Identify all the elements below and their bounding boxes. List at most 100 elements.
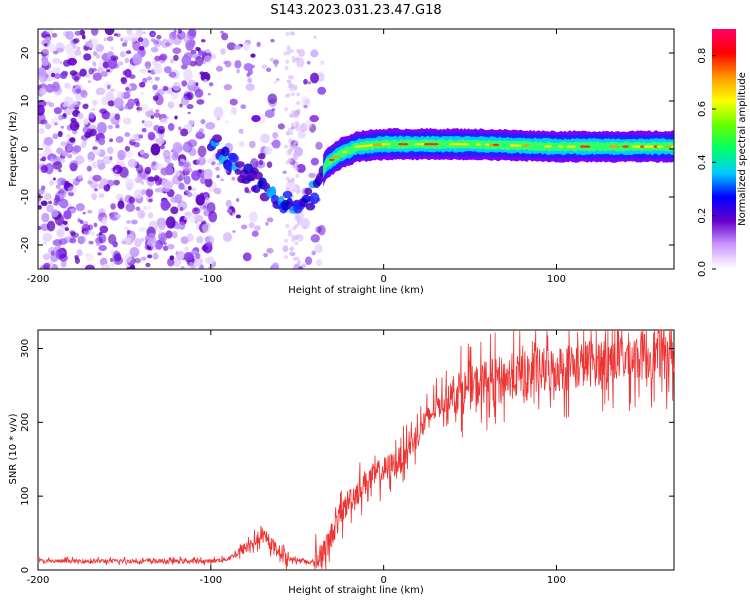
noise-speck	[133, 142, 140, 148]
noise-speck	[137, 209, 146, 219]
noise-speck	[171, 152, 179, 161]
ridge-blob	[229, 152, 239, 163]
noise-speck	[59, 192, 67, 199]
noise-speck	[315, 141, 323, 150]
noise-speck	[283, 144, 288, 149]
noise-speck	[288, 80, 293, 85]
noise-speck	[107, 84, 111, 90]
noise-speck	[233, 44, 242, 50]
noise-speck	[247, 77, 253, 83]
noise-speck	[271, 262, 280, 269]
noise-speck	[265, 221, 269, 226]
noise-speck	[109, 211, 120, 221]
noise-speck	[153, 63, 163, 75]
noise-speck	[200, 119, 206, 125]
noise-speck	[317, 224, 326, 236]
noise-speck	[88, 112, 95, 120]
noise-speck	[38, 193, 42, 202]
noise-speck	[292, 256, 297, 261]
noise-speck	[145, 65, 151, 70]
noise-speck	[38, 205, 42, 210]
noise-speck	[112, 164, 123, 174]
noise-speck	[67, 153, 73, 159]
noise-speck	[82, 211, 86, 215]
peak-spot	[671, 145, 674, 148]
noise-speck	[286, 48, 291, 53]
noise-speck	[117, 149, 126, 161]
noise-speck	[187, 111, 191, 115]
noise-speck	[156, 34, 162, 40]
noise-speck	[202, 204, 207, 209]
noise-speck	[208, 82, 214, 87]
noise-speck	[115, 124, 120, 129]
noise-speck	[102, 61, 110, 69]
peak-spot	[475, 143, 482, 146]
noise-speck	[61, 150, 69, 157]
noise-speck	[292, 164, 297, 169]
noise-speck	[81, 264, 85, 268]
noise-speck	[266, 217, 274, 223]
noise-speck	[48, 200, 52, 205]
noise-speck	[203, 79, 208, 84]
noise-speck	[285, 224, 290, 229]
noise-speck	[103, 156, 113, 164]
snr-panel: -200 -100 0 100 0 100 200 300 Height of straigh…	[8, 329, 675, 596]
noise-speck	[289, 131, 294, 136]
noise-speck	[264, 146, 273, 155]
noise-speck	[147, 254, 153, 259]
noise-speck	[152, 252, 159, 260]
noise-speck	[170, 196, 179, 203]
noise-speck	[41, 156, 47, 162]
noise-speck	[129, 133, 139, 143]
noise-speck	[44, 29, 54, 36]
noise-speck	[288, 75, 293, 80]
noise-speck	[171, 31, 176, 37]
noise-speck	[205, 48, 211, 54]
peak-spot	[492, 143, 500, 147]
noise-speck	[106, 36, 114, 42]
noise-speck	[129, 246, 140, 258]
noise-speck	[267, 93, 278, 105]
noise-speck	[310, 49, 319, 58]
noise-speck	[97, 252, 102, 256]
noise-speck	[148, 198, 153, 203]
noise-speck	[83, 53, 92, 61]
noise-speck	[69, 137, 76, 143]
noise-speck	[147, 206, 152, 210]
noise-speck	[292, 125, 297, 130]
noise-speck	[282, 170, 287, 174]
noise-speck	[125, 220, 132, 224]
noise-speck	[285, 187, 290, 192]
noise-speck	[79, 219, 84, 225]
noise-speck	[60, 260, 67, 268]
noise-speck	[116, 158, 120, 162]
noise-speck	[84, 264, 95, 269]
noise-speck	[164, 165, 174, 176]
noise-speck	[287, 179, 292, 184]
noise-speck	[180, 96, 190, 106]
noise-speck	[154, 240, 164, 250]
noise-speck	[60, 141, 68, 147]
noise-speck	[224, 120, 229, 124]
noise-speck	[296, 48, 301, 53]
snr-ylabel: SNR (10 * v/v)	[8, 413, 19, 484]
noise-speck	[207, 92, 211, 96]
peak-spot	[342, 150, 348, 154]
noise-speck	[283, 51, 288, 56]
noise-speck	[154, 176, 163, 186]
noise-speck	[109, 138, 114, 143]
snr-series-line	[37, 329, 675, 571]
noise-speck	[220, 48, 226, 55]
peak-spot	[367, 144, 374, 147]
noise-speck	[66, 143, 74, 152]
noise-speck	[50, 209, 59, 218]
colorbar-label: Normalized spectral amplitude	[737, 72, 748, 226]
noise-speck	[246, 72, 251, 78]
noise-speck	[98, 137, 106, 146]
noise-speck	[52, 50, 59, 55]
noise-speck	[110, 203, 116, 210]
noise-speck	[221, 32, 229, 41]
peak-spot	[513, 144, 522, 147]
noise-speck	[191, 170, 201, 181]
noise-speck	[66, 133, 71, 139]
